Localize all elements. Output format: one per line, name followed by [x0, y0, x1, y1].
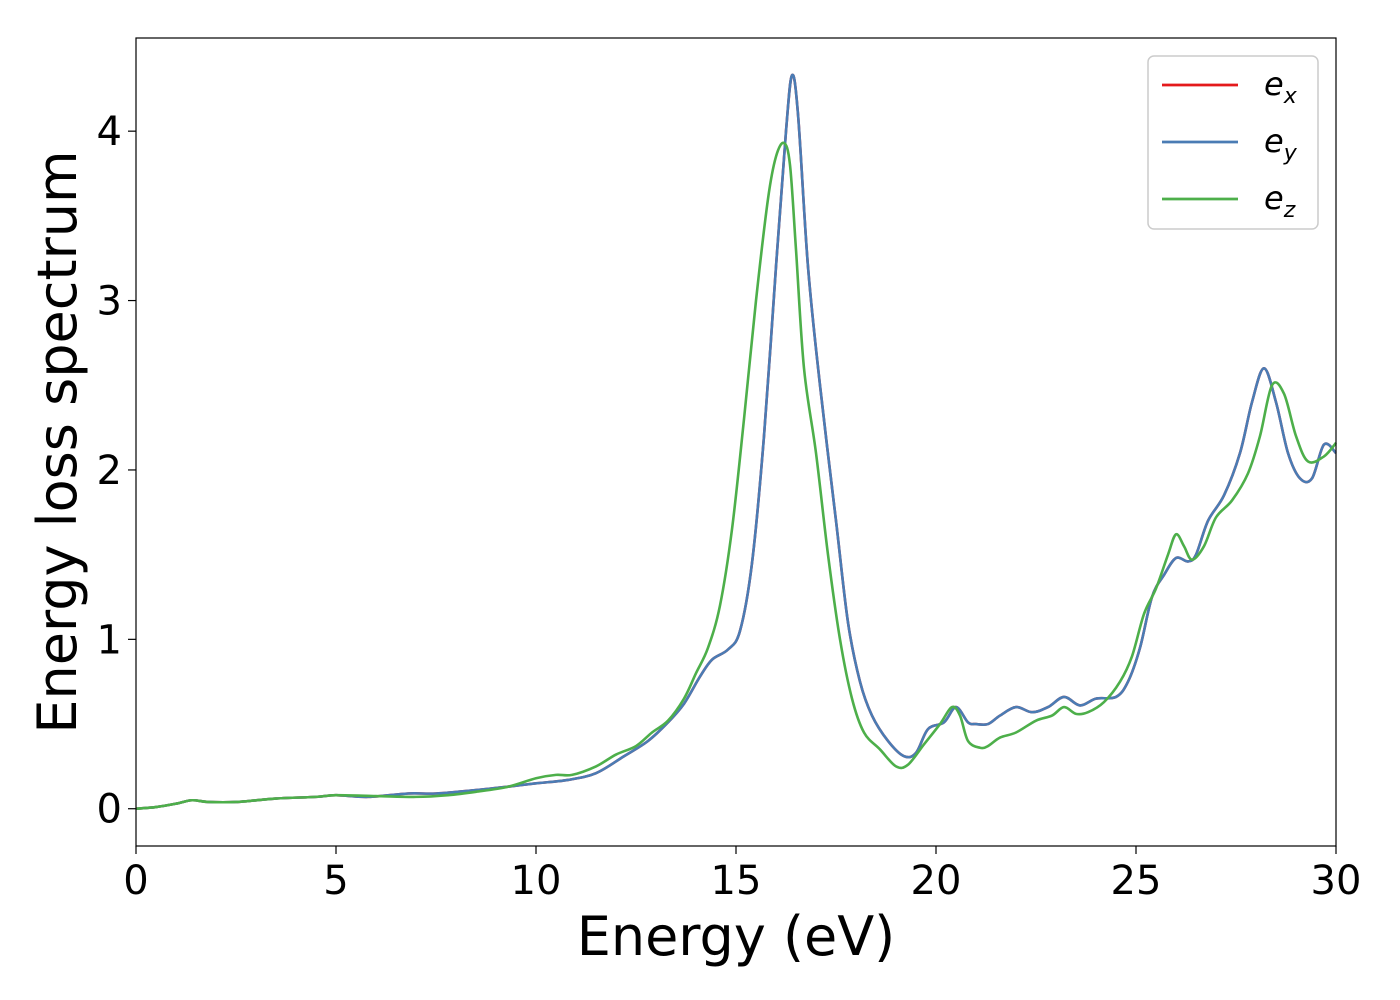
x-tick-label: 25 [1111, 858, 1162, 904]
y-tick-label: 3 [97, 279, 122, 325]
series-line-e-z [135, 141, 1338, 811]
y-axis-label: Energy loss spectrum [26, 150, 89, 733]
x-tick-label: 10 [511, 858, 562, 904]
x-axis-label: Energy (eV) [577, 905, 896, 968]
legend-label-e-y: ey [1264, 122, 1298, 166]
y-axis: 0 1 2 3 4 [97, 109, 136, 833]
y-tick-label: 0 [97, 787, 122, 833]
x-tick-label: 0 [123, 858, 148, 904]
x-tick-label: 30 [1311, 858, 1362, 904]
y-tick-label: 1 [97, 617, 122, 663]
y-tick-label: 4 [97, 109, 122, 155]
legend: ex ey ez [1147, 55, 1319, 230]
x-tick-label: 20 [911, 858, 962, 904]
series-layer [135, 73, 1338, 811]
x-axis: 0 5 10 15 20 25 30 [123, 846, 1361, 904]
x-tick-label: 5 [323, 858, 348, 904]
y-tick-label: 2 [97, 448, 122, 494]
x-tick-label: 15 [711, 858, 762, 904]
legend-label-e-x: ex [1264, 65, 1298, 109]
legend-label-e-z: ez [1264, 179, 1296, 223]
